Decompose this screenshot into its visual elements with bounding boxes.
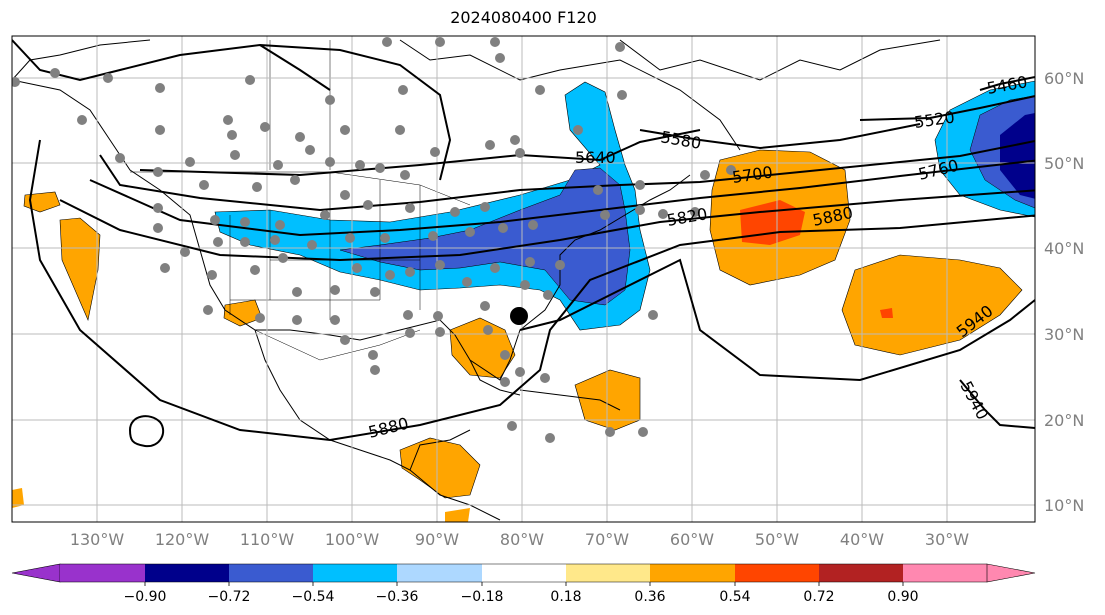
graticule — [12, 36, 1035, 522]
lon-label: 30°W — [925, 530, 969, 549]
station-markers — [12, 37, 736, 443]
lon-label: 80°W — [500, 530, 544, 549]
lon-label: 120°W — [155, 530, 210, 549]
colorbar-tick: −0.90 — [124, 589, 167, 605]
map-title: 2024080400 F120 — [450, 8, 597, 27]
contour-labels: 5460 5520 5580 5640 5700 5760 5820 5880 … — [366, 72, 1028, 442]
colorbar-tick: 0.72 — [803, 589, 834, 605]
colorbar-tick: −0.72 — [208, 589, 251, 605]
colorbar-tick: 0.36 — [634, 589, 665, 605]
storm-center-marker — [510, 307, 528, 325]
colorbar-segment — [229, 564, 313, 582]
longitude-labels: 130°W 120°W 110°W 100°W 90°W 80°W 70°W 6… — [70, 530, 969, 549]
height-contours — [12, 39, 1035, 448]
negative-anomaly-shading — [214, 80, 1035, 331]
colorbar-tick: 0.90 — [887, 589, 918, 605]
lon-label: 130°W — [70, 530, 125, 549]
colorbar-segment — [650, 564, 735, 582]
lon-label: 90°W — [415, 530, 459, 549]
colorbar-segment — [735, 564, 819, 582]
colorbar-segment — [903, 564, 987, 582]
lat-label: 50°N — [1044, 154, 1084, 173]
lon-label: 50°W — [755, 530, 799, 549]
colorbar-segment — [397, 564, 482, 582]
lon-label: 70°W — [585, 530, 629, 549]
colorbar-tick: −0.18 — [461, 589, 504, 605]
lat-label: 20°N — [1044, 411, 1084, 430]
colorbar-segment — [566, 564, 650, 582]
colorbar-segment — [145, 564, 229, 582]
latitude-labels: 60°N 50°N 40°N 30°N 20°N 10°N — [1044, 69, 1084, 515]
coastlines — [12, 39, 941, 521]
colorbar-segment — [819, 564, 903, 582]
colorbar-segment — [482, 564, 566, 582]
lat-label: 10°N — [1044, 496, 1084, 515]
contour-label: 5640 — [575, 148, 616, 167]
lon-label: 60°W — [670, 530, 714, 549]
lat-label: 40°N — [1044, 239, 1084, 258]
map-frame — [11, 35, 1036, 523]
colorbar: −0.90 −0.72 −0.54 −0.36 −0.18 0.18 0.36 … — [11, 563, 1036, 605]
colorbar-tick: 0.54 — [719, 589, 750, 605]
colorbar-tick: −0.36 — [376, 589, 419, 605]
colorbar-segment — [313, 564, 397, 582]
lon-label: 110°W — [240, 530, 295, 549]
colorbar-tick: 0.18 — [550, 589, 581, 605]
lon-label: 40°W — [840, 530, 884, 549]
colorbar-tick: −0.54 — [292, 589, 335, 605]
colorbar-segment — [11, 563, 61, 583]
lat-label: 30°N — [1044, 325, 1084, 344]
lat-label: 60°N — [1044, 69, 1084, 88]
colorbar-segment — [986, 563, 1036, 583]
lon-label: 100°W — [325, 530, 380, 549]
colorbar-segment — [60, 564, 145, 582]
